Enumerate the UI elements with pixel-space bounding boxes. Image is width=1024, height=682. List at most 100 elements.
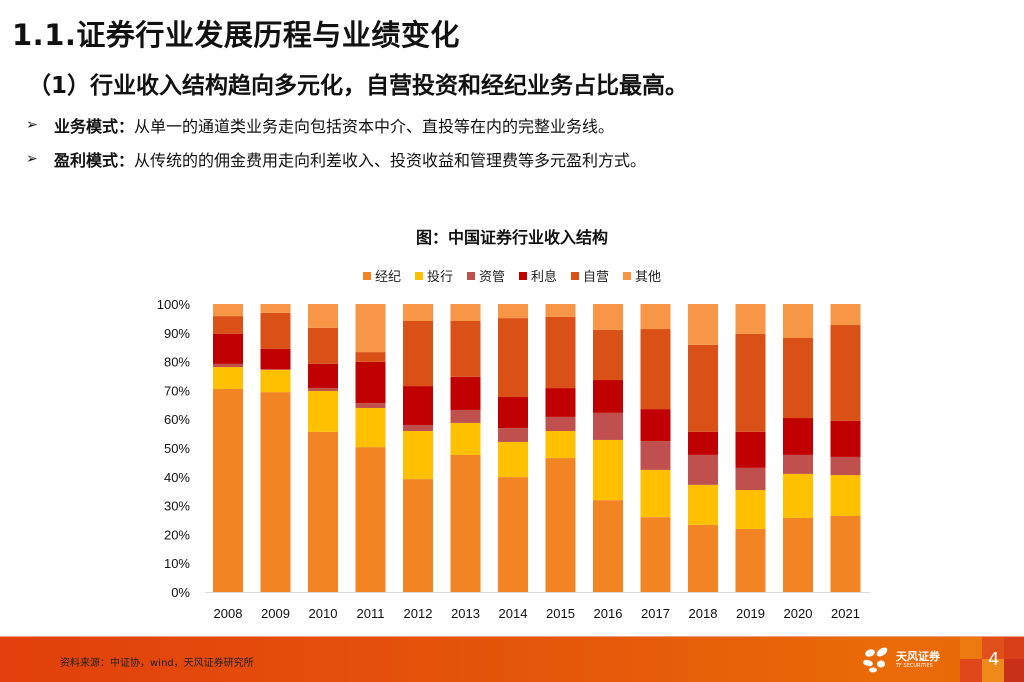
bar-segment xyxy=(213,367,243,389)
bar-segment xyxy=(783,304,813,338)
x-tick-label: 2017 xyxy=(641,606,670,621)
bar-segment xyxy=(355,407,386,448)
bullet-text: 从单一的通道类业务走向包括资本中介、直投等在内的完整业务线。 xyxy=(134,117,615,136)
bar-segment xyxy=(735,490,766,529)
bar-segment xyxy=(403,424,433,432)
bar-segment xyxy=(213,304,243,317)
x-tick-label: 2020 xyxy=(784,606,813,621)
bar-segment xyxy=(735,304,766,334)
bar-segment xyxy=(783,454,813,474)
x-tick-label: 2019 xyxy=(736,606,765,621)
bar-segment xyxy=(545,431,576,459)
arrow-bullet-icon: ➢ xyxy=(26,151,38,167)
bullet-key: 盈利模式： xyxy=(54,151,135,170)
bar-segment xyxy=(403,386,433,425)
bar-segment xyxy=(830,515,861,592)
bar-segment xyxy=(260,312,291,349)
arrow-bullet-icon: ➢ xyxy=(26,117,38,133)
y-tick-label: 50% xyxy=(164,441,190,456)
y-tick-label: 40% xyxy=(164,470,190,485)
bar-segment xyxy=(308,388,338,391)
page-title: 1.1.证券行业发展历程与业绩变化 xyxy=(12,18,460,52)
source-note: 资料来源：中证协，wind，天风证券研究所 xyxy=(60,658,254,669)
bar-segment xyxy=(545,304,576,317)
bar-segment xyxy=(355,403,386,408)
bar-segment xyxy=(783,337,813,419)
bullet-profit-model: ➢ 盈利模式： 从传统的的佣金费用走向利差收入、投资收益和管理费等多元盈利方式。 xyxy=(26,147,646,171)
bar-segment xyxy=(450,304,481,321)
bar-segment xyxy=(355,304,386,353)
bar-segment xyxy=(450,320,481,377)
bar-segment xyxy=(450,376,481,410)
legend-swatch xyxy=(519,271,527,280)
x-tick-label: 2010 xyxy=(309,606,338,621)
bar-segment xyxy=(830,325,861,421)
bar-segment xyxy=(450,422,481,455)
legend-label: 利息 xyxy=(531,270,558,285)
x-tick-label: 2009 xyxy=(261,606,290,621)
bar-segment xyxy=(593,380,623,413)
bar-segment xyxy=(260,392,291,592)
legend-swatch xyxy=(362,271,371,280)
bar-segment xyxy=(593,329,623,381)
x-tick-label: 2021 xyxy=(831,606,860,621)
bar-segment xyxy=(735,431,766,468)
bar-segment xyxy=(830,475,861,516)
bar-segment xyxy=(498,477,528,592)
y-tick-label: 80% xyxy=(164,355,190,370)
y-tick-label: 20% xyxy=(164,527,190,542)
x-tick-label: 2012 xyxy=(404,606,433,621)
bar-segment xyxy=(355,447,386,592)
legend-label: 自营 xyxy=(583,270,610,285)
bar-segment xyxy=(213,316,243,334)
bullet-business-model: ➢ 业务模式： 从单一的通道类业务走向包括资本中介、直投等在内的完整业务线。 xyxy=(26,113,614,137)
bar-segment xyxy=(688,524,718,592)
legend-label: 经纪 xyxy=(374,270,401,285)
page-number: 4 xyxy=(988,649,1000,670)
legend-swatch xyxy=(466,271,475,280)
x-tick-label: 2008 xyxy=(214,606,243,621)
legend-item: 经纪 xyxy=(362,266,401,285)
y-tick-label: 70% xyxy=(164,383,190,398)
bar-segment xyxy=(260,348,291,370)
bar-segment xyxy=(213,388,243,592)
x-tick-label: 2011 xyxy=(357,606,385,621)
legend-item: 利息 xyxy=(519,266,557,285)
bullet-key: 业务模式： xyxy=(54,117,135,136)
bar-segment xyxy=(783,517,813,592)
bar-segment xyxy=(640,304,671,330)
legend-swatch xyxy=(414,271,423,280)
bar-segment xyxy=(308,390,338,432)
bar-segment xyxy=(450,409,481,423)
bar-segment xyxy=(735,528,766,592)
bar-segment xyxy=(260,369,291,370)
bar-segment xyxy=(450,454,481,592)
bar-segment xyxy=(545,458,576,592)
bar-segment xyxy=(545,416,576,432)
x-tick-label: 2014 xyxy=(499,606,528,621)
stacked-bar-chart: 0% 10% 20% 30% 40% 50% 60% 70% 80% 90% 100% 2008 200… xyxy=(157,297,870,621)
bar-segment xyxy=(403,304,433,321)
flower-logo-icon xyxy=(863,647,888,673)
bar-segment xyxy=(355,361,386,404)
y-tick-label: 60% xyxy=(164,412,190,427)
bar-segment xyxy=(830,456,861,476)
bar-segment xyxy=(783,473,813,518)
bar-segment xyxy=(545,388,576,417)
bar-segment xyxy=(308,431,338,592)
bar-segment xyxy=(830,304,861,326)
bar-segment xyxy=(593,500,623,592)
bar-segment xyxy=(688,431,718,455)
x-tick-label: 2018 xyxy=(689,606,718,621)
x-tick-label: 2015 xyxy=(546,606,575,621)
bar-segment xyxy=(403,479,433,592)
logo-chinese-name: 天风证券 xyxy=(896,649,940,663)
footer-bar: 资料来源：中证协，wind，天风证券研究所 天风证券 TF SECURITIES… xyxy=(0,636,1024,682)
legend-label: 投行 xyxy=(426,270,453,285)
bar-segment xyxy=(688,484,718,525)
x-tick-label: 2016 xyxy=(594,606,623,621)
bar-segment xyxy=(640,469,671,518)
bar-segment xyxy=(498,318,528,398)
bar-segment xyxy=(308,304,338,328)
bar-segment xyxy=(640,329,671,410)
